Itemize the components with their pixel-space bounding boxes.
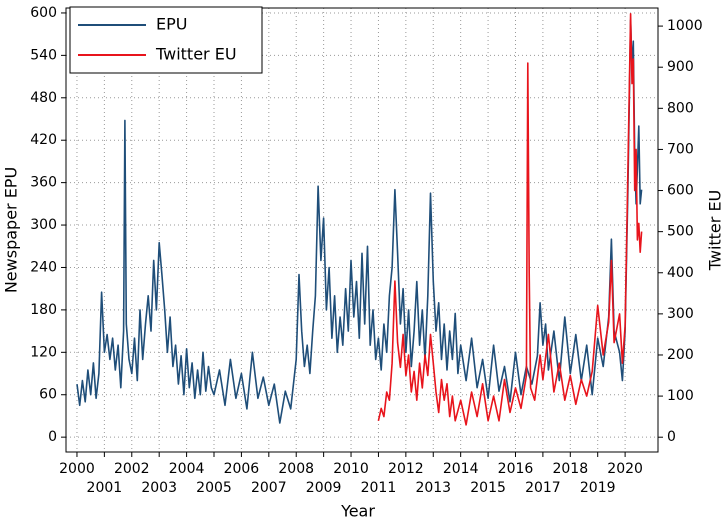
y2-tick-label: 700 — [667, 141, 694, 157]
y2-tick-label: 400 — [667, 265, 694, 281]
legend-label: Twitter EU — [155, 45, 237, 64]
x-axis-label: Year — [340, 502, 375, 520]
x-tick-label: 2005 — [196, 480, 232, 496]
series-line — [76, 19, 643, 424]
y-axis-label: Newspaper EPU — [2, 167, 21, 293]
plot-frame — [65, 7, 659, 453]
x-tick-label: 2010 — [333, 461, 369, 477]
y2-tick-label: 300 — [667, 306, 694, 322]
x-tick-label: 2013 — [415, 480, 451, 496]
y-tick-label: 420 — [30, 132, 57, 148]
y-tick-label: 600 — [30, 5, 57, 21]
x-tick-label: 2007 — [251, 480, 287, 496]
y2-tick-label: 600 — [667, 183, 694, 199]
series-line — [377, 13, 643, 426]
x-tick-label: 2016 — [498, 461, 534, 477]
x-tick-label: 2015 — [470, 480, 506, 496]
y-tick-label: 120 — [30, 344, 57, 360]
x-tick-label: 2006 — [224, 461, 260, 477]
legend-label: EPU — [156, 15, 187, 34]
legend-box — [69, 6, 263, 74]
y-tick-label: 60 — [39, 387, 57, 403]
x-tick-label: 2009 — [306, 480, 342, 496]
x-tick-label: 2017 — [525, 480, 561, 496]
x-tick-label: 2004 — [169, 461, 205, 477]
y-tick-label: 240 — [30, 259, 57, 275]
x-tick-label: 2003 — [141, 480, 177, 496]
x-tick-label: 2000 — [59, 461, 95, 477]
x-tick-label: 2014 — [443, 461, 479, 477]
y-tick-label: 0 — [48, 429, 57, 445]
y2-tick-label: 500 — [667, 224, 694, 240]
y2-axis-label: Twitter EU — [706, 190, 725, 272]
y-tick-label: 300 — [30, 217, 57, 233]
x-tick-label: 2011 — [361, 480, 397, 496]
y-tick-label: 540 — [30, 47, 57, 63]
y2-tick-label: 900 — [667, 59, 694, 75]
y-tick-label: 360 — [30, 175, 57, 191]
x-tick-label: 2008 — [278, 461, 314, 477]
y2-tick-label: 1000 — [667, 18, 703, 34]
x-tick-label: 2019 — [580, 480, 616, 496]
x-tick-label: 2002 — [114, 461, 150, 477]
y2-tick-label: 200 — [667, 347, 694, 363]
y2-tick-label: 800 — [667, 100, 694, 116]
y-tick-label: 480 — [30, 90, 57, 106]
y-tick-label: 180 — [30, 302, 57, 318]
y2-tick-label: 100 — [667, 388, 694, 404]
x-tick-label: 2012 — [388, 461, 424, 477]
x-tick-label: 2020 — [607, 461, 643, 477]
y2-tick-label: 0 — [667, 429, 676, 445]
x-tick-label: 2018 — [552, 461, 588, 477]
x-tick-label: 2001 — [87, 480, 123, 496]
